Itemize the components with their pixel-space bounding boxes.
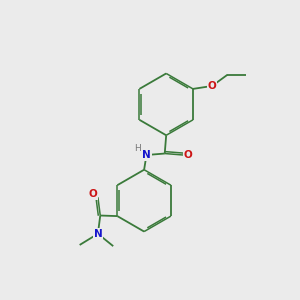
Text: O: O	[208, 81, 217, 91]
Text: N: N	[142, 150, 151, 160]
Text: H: H	[134, 144, 141, 153]
Text: O: O	[184, 150, 193, 160]
Text: N: N	[94, 229, 102, 239]
Text: O: O	[88, 189, 97, 199]
